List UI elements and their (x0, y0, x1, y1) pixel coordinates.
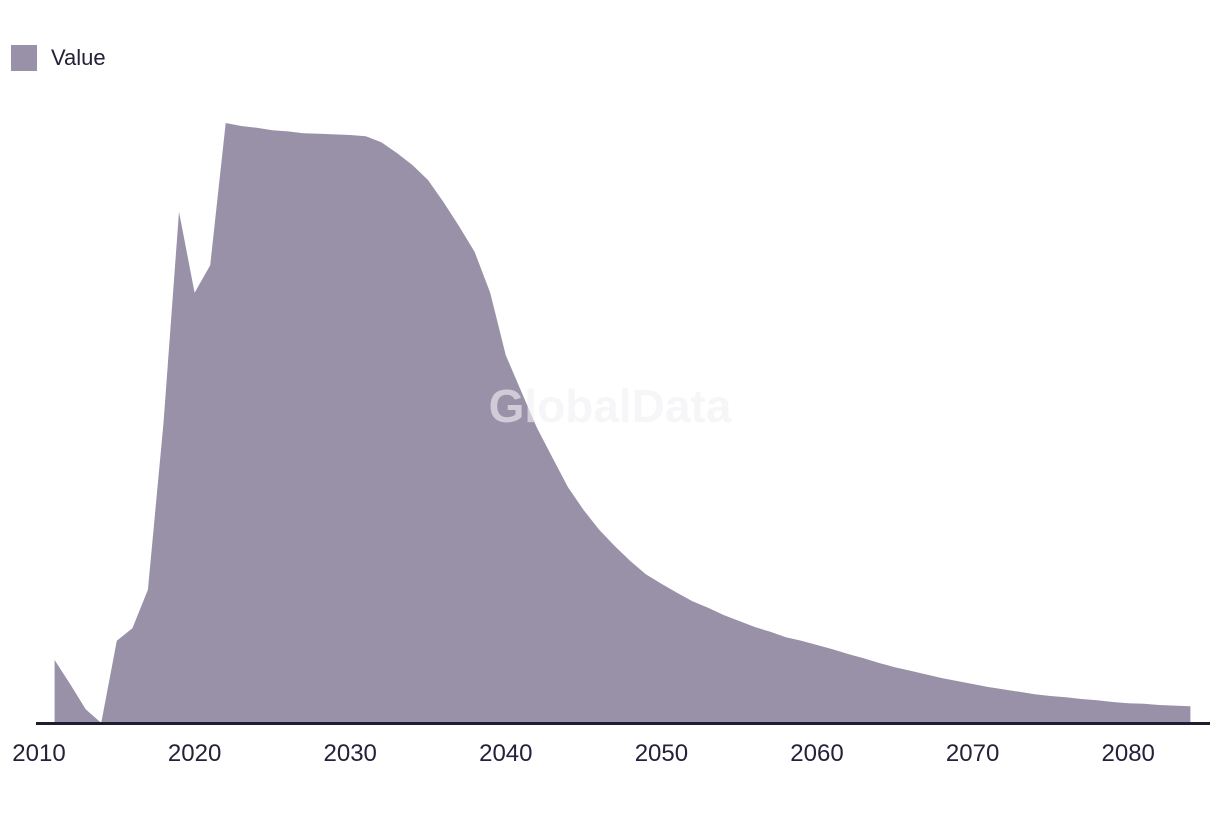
x-axis-tick-label: 2060 (790, 740, 844, 767)
legend: Value (11, 45, 106, 71)
x-axis-tick-label: 2070 (945, 740, 1000, 767)
x-axis-tick-label: 2050 (634, 740, 689, 767)
x-axis-tick-label: 2020 (167, 740, 222, 767)
x-axis-tick-label: 2040 (479, 740, 533, 767)
x-axis-tick-label: 2010 (12, 740, 66, 767)
legend-item-value[interactable]: Value (11, 45, 106, 71)
x-axis-line (36, 722, 1210, 725)
x-axis-tick-label: 2030 (323, 740, 377, 767)
legend-swatch (11, 45, 37, 71)
area-series-value (54, 123, 1191, 723)
legend-label: Value (51, 45, 106, 70)
x-axis-tick-label: 2080 (1101, 740, 1155, 767)
